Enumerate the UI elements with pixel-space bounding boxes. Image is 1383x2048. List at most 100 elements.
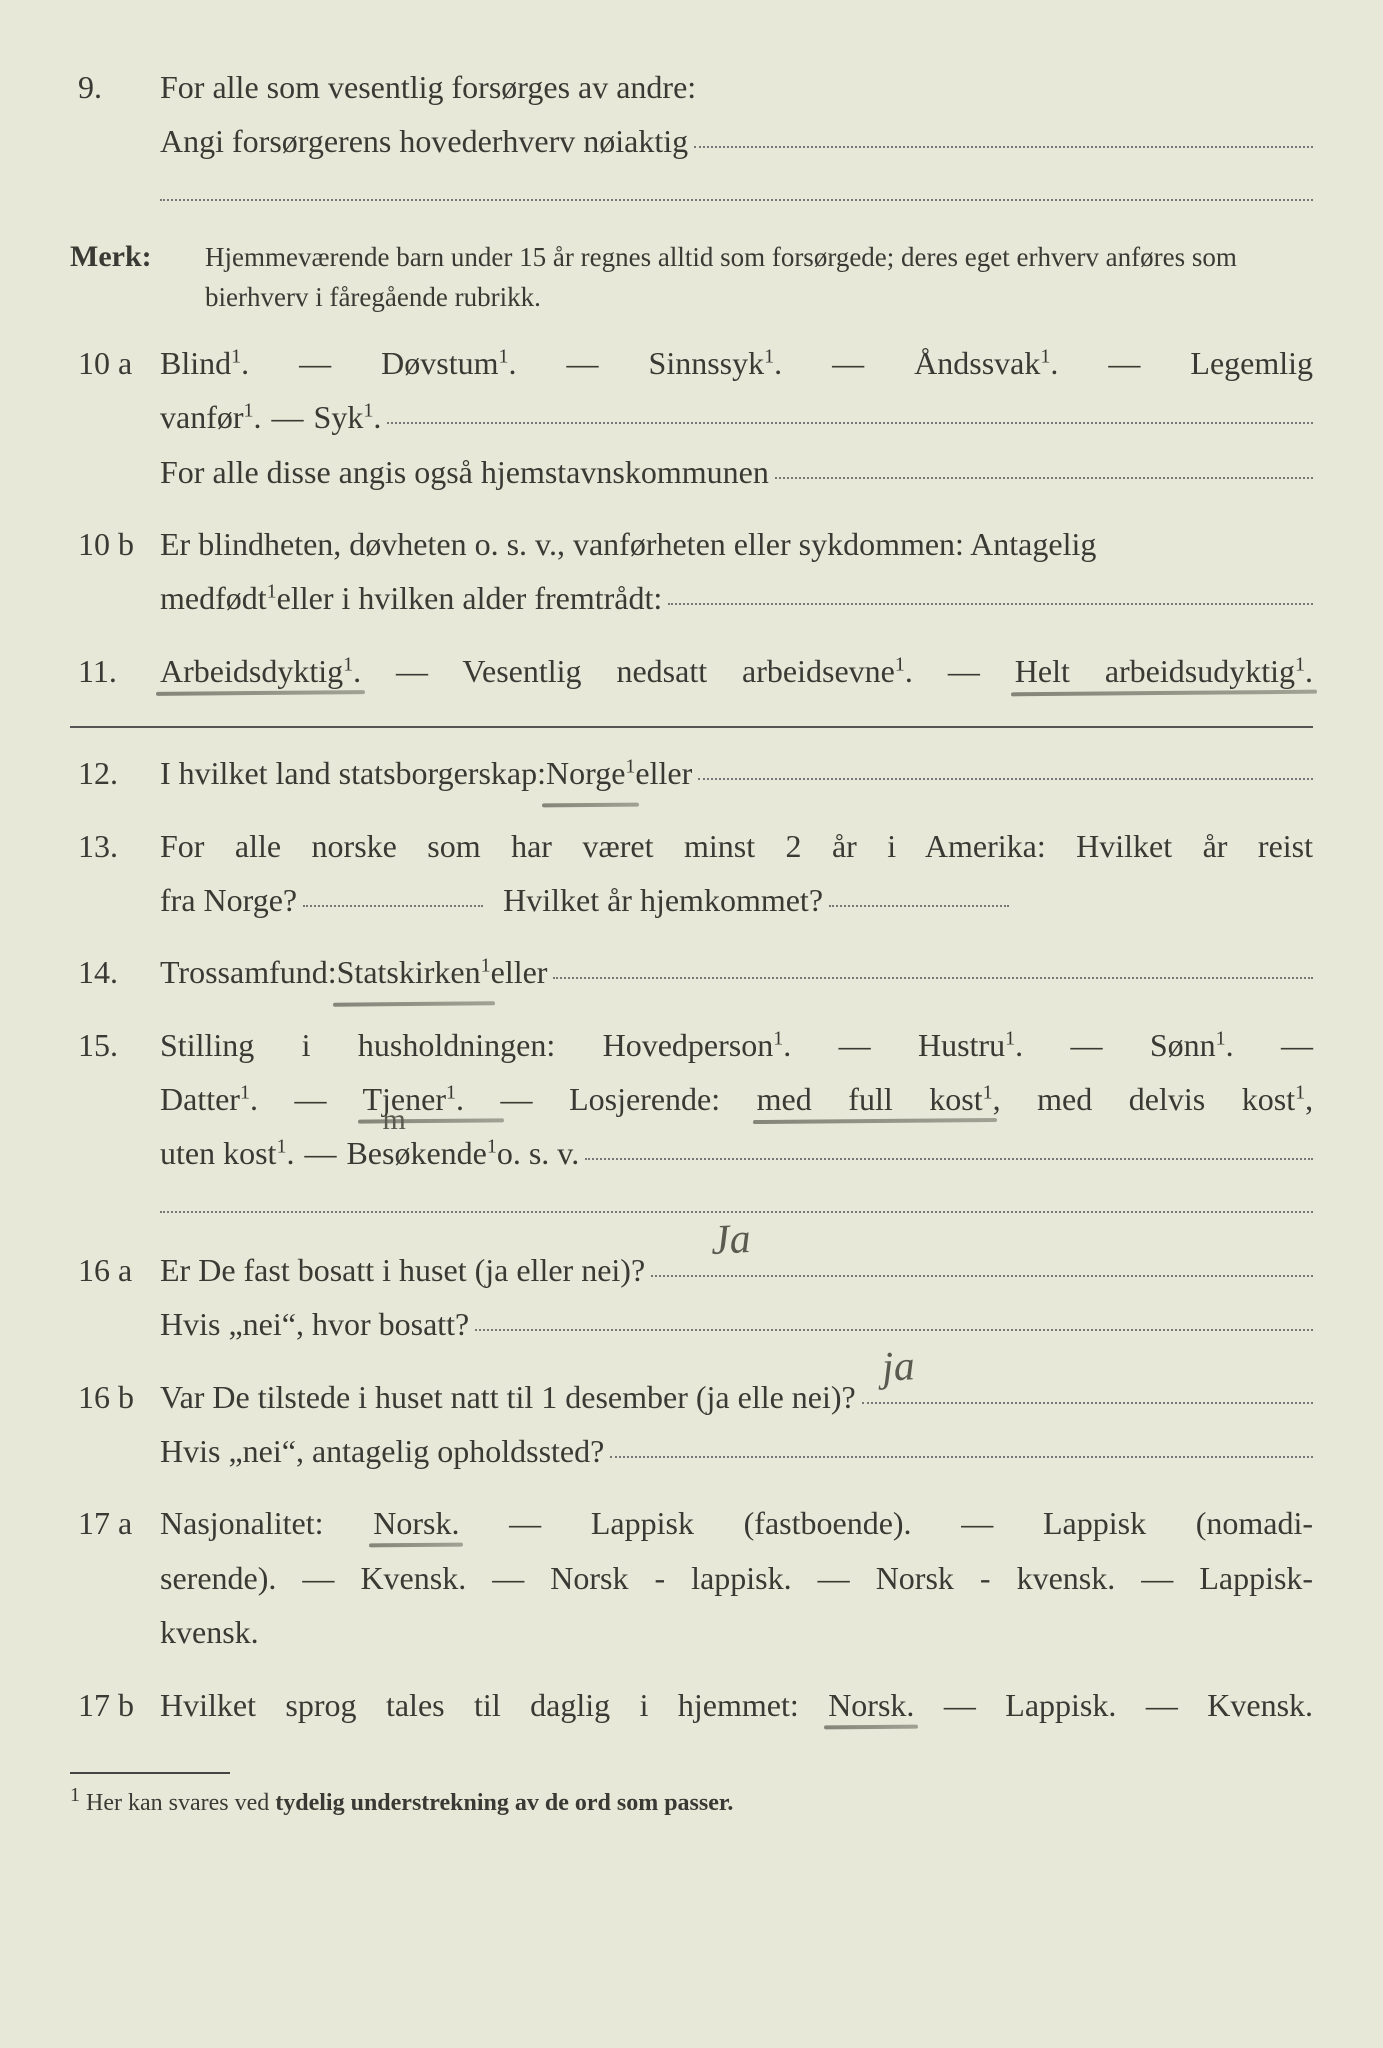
- census-form-page: 9. For alle som vesentlig forsørges av a…: [70, 60, 1313, 1817]
- q17a-opt-norsklappisk[interactable]: Norsk - lappisk.: [550, 1560, 791, 1596]
- q11-opt-arbeidsdyktig[interactable]: Arbeidsdyktig1.: [160, 653, 361, 689]
- question-11: 11. Arbeidsdyktig1. — Vesentlig nedsatt …: [70, 644, 1313, 698]
- q16b-answer: ja: [880, 1331, 916, 1404]
- q16a-number: 16 a: [70, 1243, 160, 1297]
- q16b-fill2[interactable]: [610, 1426, 1313, 1458]
- q11-opt-udyktig[interactable]: Helt arbeidsudyktig1.: [1015, 653, 1313, 689]
- q13-content: For alle norske som har været minst 2 år…: [160, 819, 1313, 928]
- q10a-fill[interactable]: [387, 392, 1313, 424]
- question-17b: 17 b Hvilket sprog tales til daglig i hj…: [70, 1678, 1313, 1732]
- q10b-medfodt[interactable]: medfødt1: [160, 571, 277, 625]
- q9-fill[interactable]: [694, 116, 1313, 148]
- q10a-number: 10 a: [70, 336, 160, 390]
- q15-fill[interactable]: [585, 1128, 1313, 1160]
- q16a-line1: Er De fast bosatt i huset (ja eller nei)…: [160, 1243, 1313, 1297]
- q12-fill[interactable]: [698, 748, 1313, 780]
- q16a-fill2[interactable]: [475, 1299, 1313, 1331]
- q10a-line3-text: For alle disse angis også hjemstavnskomm…: [160, 445, 769, 499]
- q13-line2a: fra Norge?: [160, 873, 297, 927]
- q17a-line2: serende). — Kvensk. — Norsk - lappisk. —…: [160, 1551, 1313, 1605]
- q10a-options-line1: Blind1. — Døvstum1. — Sinnssyk1. — Åndss…: [160, 336, 1313, 390]
- q15-opt-sonn[interactable]: Sønn1.: [1150, 1027, 1234, 1063]
- question-16b: 16 b Var De tilstede i huset natt til 1 …: [70, 1370, 1313, 1479]
- q12-content: I hvilket land statsborgerskap: Norge1 e…: [160, 746, 1313, 800]
- q15-line3: uten kost1. — Besøkende1 o. s. v.: [160, 1126, 1313, 1180]
- footnote-num: 1: [70, 1784, 80, 1806]
- q10b-line2b: eller i hvilken alder fremtrådt:: [277, 571, 663, 625]
- q12-opt-norge[interactable]: Norge1: [546, 746, 635, 800]
- q10b-fill[interactable]: [668, 573, 1313, 605]
- q17a-opt-lappisk-nomad-a[interactable]: Lappisk (nomadi-: [1043, 1505, 1313, 1541]
- q17b-opt-kvensk[interactable]: Kvensk.: [1207, 1687, 1313, 1723]
- footnote-text-b: tydelig understrekning av de ord som pas…: [275, 1790, 733, 1816]
- q14-number: 14.: [70, 945, 160, 999]
- q13-line1: For alle norske som har været minst 2 år…: [160, 819, 1313, 873]
- q15-opt-fullkost[interactable]: med full kost1: [757, 1081, 993, 1117]
- q15-number: 15.: [70, 1018, 160, 1072]
- q17a-opt-lappisk-fast[interactable]: Lappisk (fastboende).: [591, 1505, 912, 1541]
- q17a-opt-lappiskkvensk-a[interactable]: Lappisk-: [1199, 1560, 1313, 1596]
- q15-opt-utenkost[interactable]: uten kost1.: [160, 1126, 294, 1180]
- q17b-opt-lappisk[interactable]: Lappisk.: [1005, 1687, 1116, 1723]
- q17a-line1: Nasjonalitet: Norsk. — Lappisk (fastboen…: [160, 1496, 1313, 1550]
- q16b-answer-field[interactable]: ja: [862, 1372, 1313, 1404]
- q10a-opt-andssvak[interactable]: Åndssvak1.: [914, 345, 1058, 381]
- q14-opt-statskirken[interactable]: Statskirken1: [337, 945, 491, 999]
- q9-content: For alle som vesentlig forsørges av andr…: [160, 60, 1313, 213]
- q9-line2-prefix: Angi forsørgerens hovederhverv nøiaktig: [160, 114, 688, 168]
- q13-number: 13.: [70, 819, 160, 873]
- q16a-content: Er De fast bosatt i huset (ja eller nei)…: [160, 1243, 1313, 1352]
- q15-opt-hustru[interactable]: Hustru1.: [918, 1027, 1023, 1063]
- q16a-answer-field[interactable]: Ja: [651, 1245, 1313, 1277]
- q17a-number: 17 a: [70, 1496, 160, 1550]
- q15-opt-hovedperson[interactable]: Hovedperson1.: [603, 1027, 792, 1063]
- q13-fill1[interactable]: [303, 875, 483, 907]
- q17a-opt-lappisk-nomad-b[interactable]: serende).: [160, 1560, 276, 1596]
- q16a-line2: Hvis „nei“, hvor bosatt?: [160, 1297, 1313, 1351]
- q10a-opt-blind[interactable]: Blind1.: [160, 345, 249, 381]
- q11-number: 11.: [70, 644, 160, 698]
- q13-fill2[interactable]: [829, 875, 1009, 907]
- q16b-text: Var De tilstede i huset natt til 1 desem…: [160, 1370, 856, 1424]
- q10a-opt-syk[interactable]: Syk1.: [314, 390, 382, 444]
- q14-content: Trossamfund: Statskirken1 eller: [160, 945, 1313, 999]
- q14-prefix: Trossamfund:: [160, 945, 337, 999]
- q17a-opt-norsk[interactable]: Norsk.: [373, 1505, 459, 1541]
- question-15: 15. Stilling i husholdningen: Hovedperso…: [70, 1018, 1313, 1225]
- q10a-opt-sinnssyk[interactable]: Sinnssyk1.: [649, 345, 783, 381]
- q15-opt-besokende[interactable]: Besøkende1: [346, 1126, 496, 1180]
- question-10b: 10 b Er blindheten, døvheten o. s. v., v…: [70, 517, 1313, 626]
- question-17a: 17 a Nasjonalitet: Norsk. — Lappisk (fas…: [70, 1496, 1313, 1659]
- q17a-opt-norskkvensk[interactable]: Norsk - kvensk.: [876, 1560, 1116, 1596]
- q15-opt-tjener[interactable]: Tjener1. m: [362, 1081, 500, 1117]
- q17b-prefix: Hvilket sprog tales til daglig i hjemmet…: [160, 1687, 828, 1723]
- q12-suffix: eller: [635, 746, 692, 800]
- q12-prefix: I hvilket land statsborgerskap:: [160, 746, 546, 800]
- q12-number: 12.: [70, 746, 160, 800]
- q11-opt-nedsatt[interactable]: Vesentlig nedsatt arbeidsevne1.: [462, 653, 912, 689]
- q15-prefix: Stilling i husholdningen:: [160, 1027, 603, 1063]
- q10a-opt-vanfor[interactable]: vanfør1.: [160, 390, 262, 444]
- q14-fill[interactable]: [553, 947, 1313, 979]
- q10a-content: Blind1. — Døvstum1. — Sinnssyk1. — Åndss…: [160, 336, 1313, 499]
- q17a-content: Nasjonalitet: Norsk. — Lappisk (fastboen…: [160, 1496, 1313, 1659]
- q10a-opt-legemlig-a: Legemlig: [1190, 345, 1313, 381]
- q9-blank-line[interactable]: [160, 199, 1313, 201]
- q15-opt-datter[interactable]: Datter1.: [160, 1081, 258, 1117]
- q15-line1: Stilling i husholdningen: Hovedperson1. …: [160, 1018, 1313, 1072]
- q14-suffix: eller: [491, 945, 548, 999]
- q11-content: Arbeidsdyktig1. — Vesentlig nedsatt arbe…: [160, 644, 1313, 698]
- question-16a: 16 a Er De fast bosatt i huset (ja eller…: [70, 1243, 1313, 1352]
- q17a-opt-kvensk[interactable]: Kvensk.: [360, 1560, 466, 1596]
- q10a-line3: For alle disse angis også hjemstavnskomm…: [160, 445, 1313, 499]
- q10a-fill2[interactable]: [775, 447, 1313, 479]
- q17b-opt-norsk[interactable]: Norsk.: [828, 1687, 914, 1723]
- q17a-opt-lappiskkvensk-b[interactable]: kvensk.: [160, 1614, 259, 1650]
- q15-opt-delviskost[interactable]: med delvis kost1: [1037, 1081, 1305, 1117]
- q16a-text: Er De fast bosatt i huset (ja eller nei)…: [160, 1243, 645, 1297]
- q10a-opt-dovstum[interactable]: Døvstum1.: [381, 345, 516, 381]
- q9-number: 9.: [70, 60, 160, 114]
- q10b-line2: medfødt1 eller i hvilken alder fremtrådt…: [160, 571, 1313, 625]
- q9-line2: Angi forsørgerens hovederhverv nøiaktig: [160, 114, 1313, 168]
- question-13: 13. For alle norske som har været minst …: [70, 819, 1313, 928]
